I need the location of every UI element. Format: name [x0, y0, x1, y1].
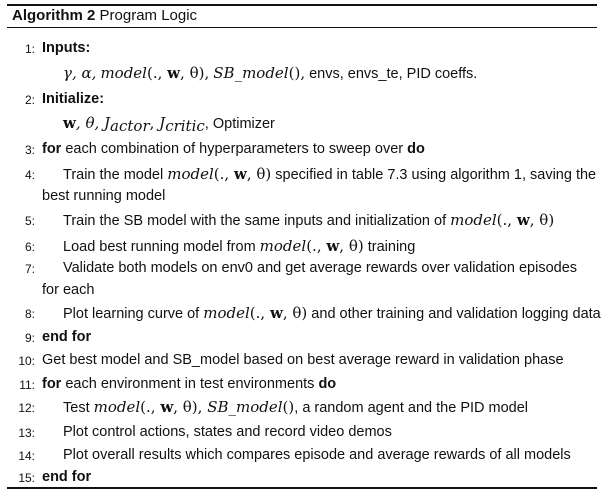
line-number: 6:	[24, 240, 35, 254]
algorithm-label: Algorithm 2	[12, 7, 96, 24]
end-for-keyword: end for	[42, 329, 92, 345]
line-number: 9:	[24, 331, 35, 345]
plot-actions-text: Plot control actions, states and record …	[63, 424, 392, 440]
line-number: 4:	[24, 168, 35, 182]
top-rule	[7, 4, 597, 6]
load-model-text: Load best running model from model(., w,…	[63, 237, 416, 255]
algorithm-caption: Algorithm 2 Program Logic	[12, 7, 197, 25]
validate-text-cont: for each	[42, 282, 95, 298]
line-number: 3:	[24, 143, 35, 157]
line-number: 10:	[18, 354, 35, 368]
validate-text: Validate both models on env0 and get ave…	[63, 260, 578, 276]
end-for-keyword: end for	[42, 469, 92, 485]
initialize-keyword: Initialize:	[42, 91, 105, 107]
line-number: 14:	[18, 449, 35, 463]
line-number: 7:	[24, 262, 35, 276]
train-model-text-cont: best running model	[42, 188, 166, 204]
plot-learning-curve-text: Plot learning curve of model(., w, θ) an…	[63, 304, 601, 322]
line-number: 13:	[18, 426, 35, 440]
line-number: 1:	[24, 42, 35, 56]
inputs-list: γ, α, model(., w, θ), SB_model(), envs, …	[63, 64, 478, 82]
inputs-keyword: Inputs:	[42, 40, 91, 56]
for-loop-hyperparams: for each combination of hyperparameters …	[42, 141, 425, 157]
test-models-text: Test model(., w, θ), SB_model(), a rando…	[63, 398, 529, 416]
plot-overall-text: Plot overall results which compares epis…	[63, 447, 571, 463]
line-number: 8:	[24, 307, 35, 321]
algorithm-title: Program Logic	[99, 7, 198, 24]
initialize-list: w, θ, Jactor, Jcritic, Optimizer	[63, 114, 275, 135]
line-number: 5:	[24, 214, 35, 228]
caption-rule	[7, 27, 597, 28]
line-number: 12:	[18, 401, 35, 415]
best-model-text: Get best model and SB_model based on bes…	[42, 352, 564, 368]
line-number: 15:	[18, 471, 35, 485]
train-model-text: Train the model model(., w, θ) specified…	[63, 165, 597, 183]
train-sb-model-text: Train the SB model with the same inputs …	[63, 211, 555, 229]
for-loop-envs: for each environment in test environment…	[42, 376, 337, 392]
bottom-rule	[7, 487, 597, 489]
line-number: 11:	[19, 378, 35, 392]
line-number: 2:	[24, 93, 35, 107]
